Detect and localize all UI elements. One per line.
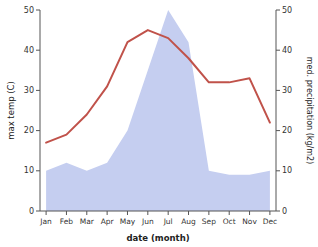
x-axis-label: date (month) xyxy=(126,233,189,243)
y2-axis-label: med. precipitation (kg/m2) xyxy=(305,57,314,164)
y2-axis-line xyxy=(276,10,277,211)
y-tick-label: 20 xyxy=(24,126,34,135)
y-tick xyxy=(36,50,40,51)
y-tick-label: 40 xyxy=(24,46,34,55)
x-tick-label: Apr xyxy=(101,217,115,226)
x-tick-label: Nov xyxy=(242,217,257,226)
x-tick xyxy=(86,211,87,215)
y-axis-label: max temp (C) xyxy=(6,81,16,140)
precipitation-area xyxy=(46,10,270,211)
y-tick xyxy=(36,90,40,91)
x-tick xyxy=(127,211,128,215)
y2-tick xyxy=(276,10,280,11)
y-tick-label: 10 xyxy=(24,166,34,175)
chart-container: 0 10 20 30 40 50 0 10 20 30 40 50 Jan Feb Mar Apr May Jun… xyxy=(0,0,318,247)
y2-tick xyxy=(276,170,280,171)
y2-tick-label: 0 xyxy=(282,207,287,216)
x-tick-label: Dec xyxy=(263,217,278,226)
y-tick-label: 0 xyxy=(29,207,34,216)
data-group xyxy=(46,10,270,211)
y-tick-label: 50 xyxy=(24,6,34,15)
x-tick xyxy=(208,211,209,215)
x-tick xyxy=(269,211,270,215)
x-tick xyxy=(107,211,108,215)
y2-tick xyxy=(276,90,280,91)
x-tick-label: Jan xyxy=(39,217,52,226)
x-tick xyxy=(147,211,148,215)
y-tick xyxy=(36,130,40,131)
y2-tick-label: 20 xyxy=(282,126,292,135)
temperature-line xyxy=(46,30,270,143)
y2-tick xyxy=(276,130,280,131)
x-tick-label: Sep xyxy=(202,217,216,226)
x-tick-label: Feb xyxy=(60,217,74,226)
y2-tick-label: 30 xyxy=(282,86,292,95)
x-tick xyxy=(249,211,250,215)
y2-tick-label: 40 xyxy=(282,46,292,55)
x-tick xyxy=(229,211,230,215)
x-tick xyxy=(188,211,189,215)
x-tick xyxy=(46,211,47,215)
y2-tick-label: 50 xyxy=(282,6,292,15)
y2-tick xyxy=(276,211,280,212)
x-tick xyxy=(66,211,67,215)
y-axis-line xyxy=(40,10,41,211)
axes: 0 10 20 30 40 50 0 10 20 30 40 50 Jan Feb Mar Apr May Jun… xyxy=(24,6,292,227)
x-tick-label: Oct xyxy=(223,217,236,226)
x-tick-label: Mar xyxy=(80,217,95,226)
x-axis-line xyxy=(40,211,276,212)
y-tick xyxy=(36,10,40,11)
x-tick-label: May xyxy=(120,217,136,226)
y2-tick xyxy=(276,50,280,51)
y-tick-label: 30 xyxy=(24,86,34,95)
y2-tick-label: 10 xyxy=(282,166,292,175)
x-tick xyxy=(168,211,169,215)
x-tick-label: Jun xyxy=(141,217,154,226)
x-tick-label: Aug xyxy=(181,217,196,226)
x-tick-label: Jul xyxy=(163,217,173,226)
chart-svg: 0 10 20 30 40 50 0 10 20 30 40 50 Jan Feb Mar Apr May Jun… xyxy=(0,0,318,247)
y-tick xyxy=(36,211,40,212)
y-tick xyxy=(36,170,40,171)
